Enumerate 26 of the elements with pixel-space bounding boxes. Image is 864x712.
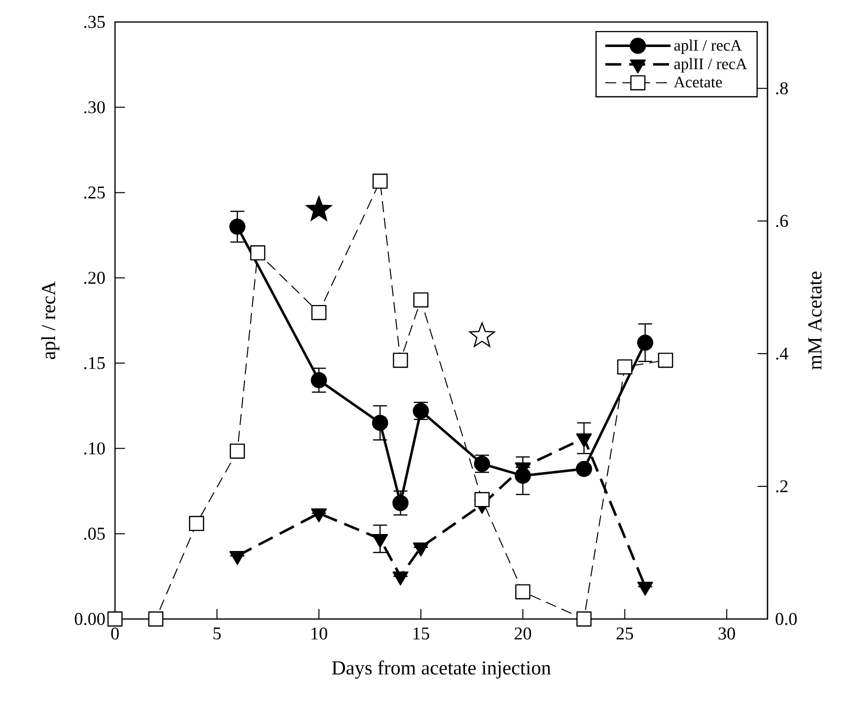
y-tick-label: .30 [84,101,105,114]
legend-label: Acetate [674,76,722,88]
y-tick-label: .05 [84,528,105,540]
y2-tick-label: 0.0 [776,612,797,626]
x-tick-label: 15 [413,627,430,640]
legend-label: aplI / recA [674,40,742,54]
y-tick-label: .10 [84,442,105,455]
y2-tick-label: .8 [776,82,788,94]
x-tick-label: 20 [514,628,532,640]
y2-axis-title: mM Acetate [808,272,822,370]
y-tick-label: .20 [84,272,105,284]
x-tick-label: 5 [214,627,221,640]
y-tick-label: 0.00 [74,612,105,626]
y2-tick-label: .4 [776,348,788,360]
x-tick-label: 25 [616,628,634,640]
x-tick-label: 10 [312,628,328,640]
y2-tick-label: .2 [776,480,788,492]
y-tick-label: .15 [84,357,105,370]
y-axis-title: apl / recA [41,281,60,360]
y2-tick-label: .6 [776,214,788,228]
x-tick-label: 0 [111,628,119,640]
legend-label: aplII / recA [674,58,748,72]
y-tick-label: .35 [84,16,105,28]
x-axis-title: Days from acetate injection [332,660,551,679]
y-tick-label: .25 [84,186,105,199]
x-tick-label: 30 [718,628,736,640]
